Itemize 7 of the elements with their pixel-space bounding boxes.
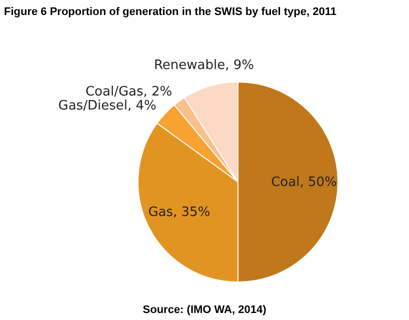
slice-label: Coal/Gas, 2% bbox=[85, 84, 172, 100]
slice-label: Gas/Diesel, 4% bbox=[58, 98, 156, 114]
chart-title: Figure 6 Proportion of generation in the SWIS by fuel type, 2011 bbox=[4, 6, 336, 18]
slice-label: Renewable, 9% bbox=[154, 58, 254, 73]
source-note: Source: (IMO WA, 2014) bbox=[142, 304, 267, 316]
slice-label: Coal, 50% bbox=[271, 175, 337, 190]
slice-label: Gas, 35% bbox=[148, 204, 210, 220]
